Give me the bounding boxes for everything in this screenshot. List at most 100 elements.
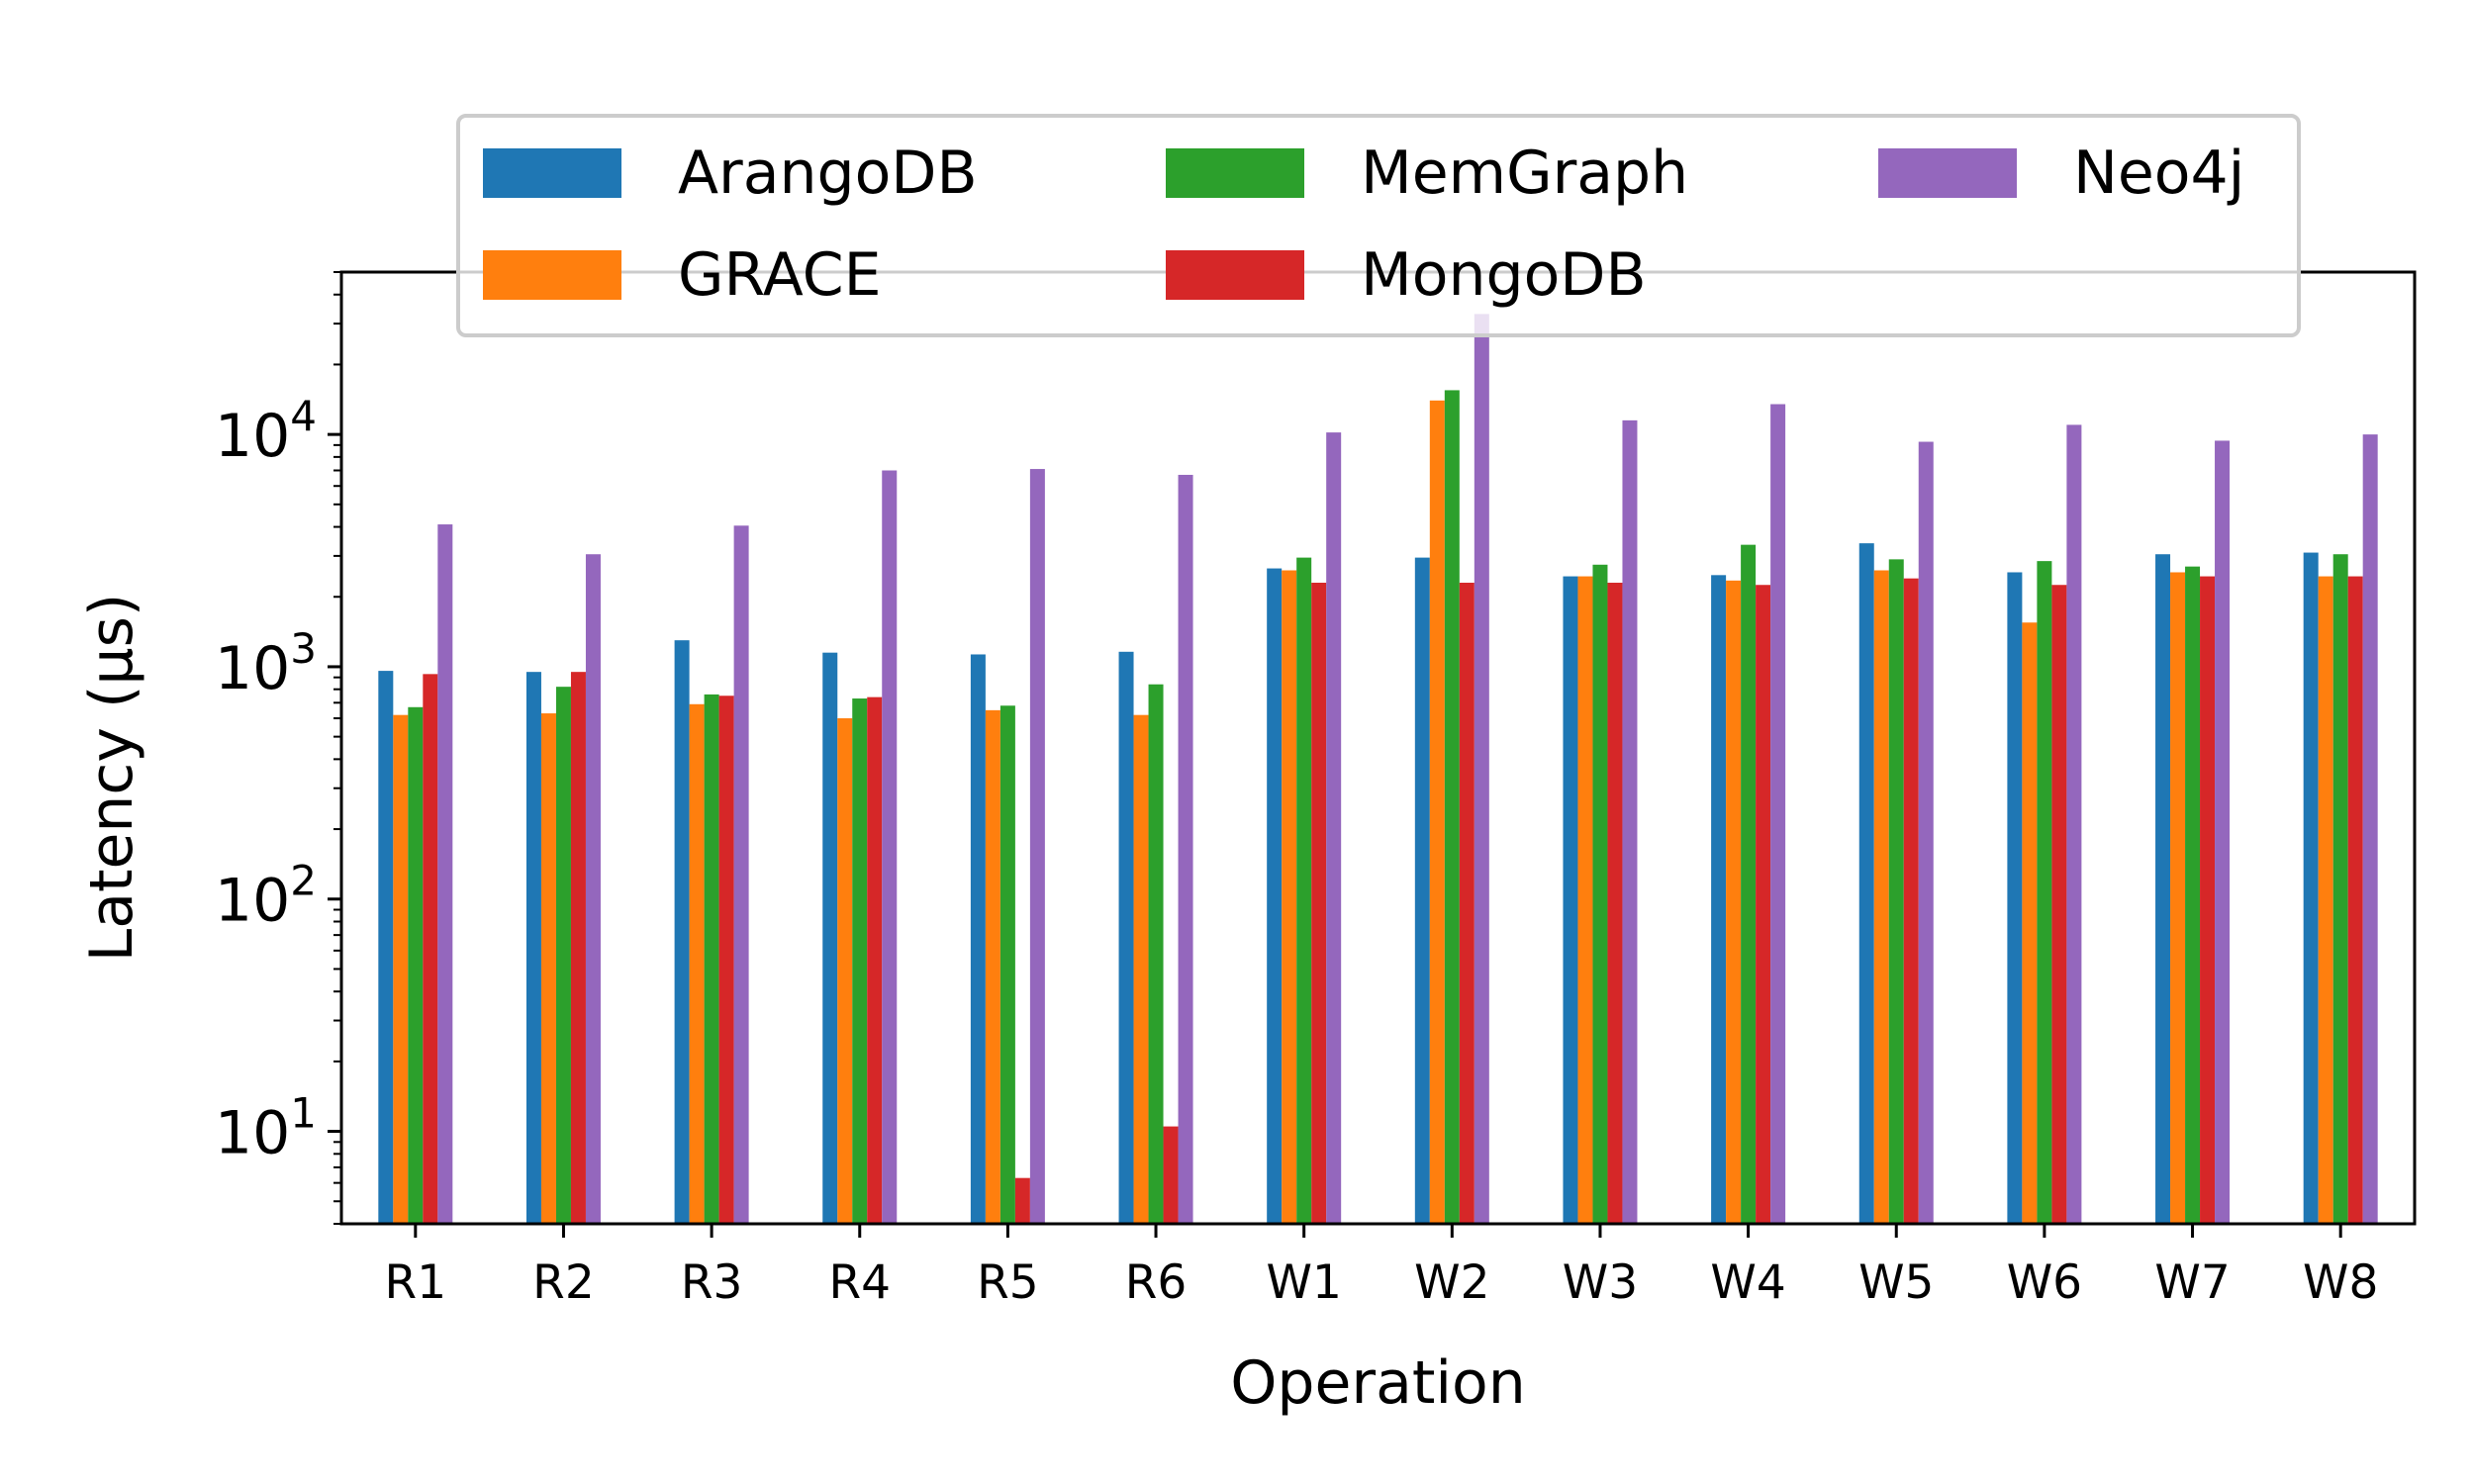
y-tick-label: 102 <box>215 857 317 936</box>
x-tick-label: R5 <box>977 1255 1039 1310</box>
bar-R4-GRACE <box>837 718 853 1224</box>
bar-W8-Neo4j <box>2362 434 2378 1224</box>
bar-W7-ArangoDB <box>2155 554 2171 1224</box>
bar-W8-MemGraph <box>2332 554 2348 1224</box>
bar-W4-Neo4j <box>1770 404 1786 1224</box>
bar-W1-GRACE <box>1282 570 1297 1224</box>
legend-swatch-MemGraph <box>1166 148 1304 198</box>
bar-R6-Neo4j <box>1178 474 1193 1225</box>
bar-W1-MemGraph <box>1296 557 1312 1224</box>
bar-W5-GRACE <box>1873 570 1889 1224</box>
bar-W6-Neo4j <box>2066 424 2082 1224</box>
legend-swatch-Neo4j <box>1878 148 2017 198</box>
bar-W6-ArangoDB <box>2007 572 2023 1224</box>
bar-R3-MemGraph <box>704 694 719 1224</box>
bar-W8-ArangoDB <box>2303 552 2319 1224</box>
x-tick-label: W6 <box>2007 1255 2082 1310</box>
y-tick-label: 103 <box>215 624 317 703</box>
bar-W4-ArangoDB <box>1711 575 1727 1224</box>
bar-R6-ArangoDB <box>1118 651 1134 1224</box>
x-tick-label: W1 <box>1266 1255 1341 1310</box>
bar-R6-MongoDB <box>1163 1126 1179 1224</box>
bar-R2-MongoDB <box>570 672 586 1224</box>
legend-swatch-GRACE <box>483 250 621 300</box>
x-tick-label: W8 <box>2303 1255 2378 1310</box>
bar-R5-MemGraph <box>999 705 1015 1224</box>
bar-R4-MongoDB <box>867 696 883 1224</box>
bar-W4-MongoDB <box>1756 585 1771 1224</box>
bar-W7-MemGraph <box>2185 566 2201 1224</box>
x-tick-label: W5 <box>1858 1255 1934 1310</box>
bar-R2-Neo4j <box>585 554 601 1224</box>
bar-R3-MongoDB <box>718 696 734 1224</box>
legend-label: GRACE <box>678 240 882 310</box>
bar-W2-GRACE <box>1429 400 1445 1224</box>
bar-W4-GRACE <box>1726 580 1742 1224</box>
bar-R3-GRACE <box>689 703 705 1224</box>
bar-R6-GRACE <box>1133 714 1149 1224</box>
bar-W1-ArangoDB <box>1267 568 1283 1224</box>
bar-W7-Neo4j <box>2215 440 2231 1224</box>
bar-R2-MemGraph <box>555 687 571 1224</box>
bar-W3-MongoDB <box>1607 583 1623 1224</box>
bar-W3-GRACE <box>1577 576 1593 1224</box>
bar-W5-MongoDB <box>1903 578 1919 1224</box>
bar-W5-MemGraph <box>1888 559 1904 1224</box>
x-tick-label: W2 <box>1414 1255 1489 1310</box>
x-axis: R1 R2 R3 R4 R5 R6 W1 W2 W3 W4 W5 W6 W7 W8 <box>385 1224 2378 1310</box>
bar-R5-ArangoDB <box>970 654 986 1224</box>
legend-label: Neo4j <box>2073 139 2244 208</box>
bar-R1-Neo4j <box>437 524 453 1224</box>
bar-R6-MemGraph <box>1148 684 1164 1224</box>
x-tick-label: W4 <box>1710 1255 1785 1310</box>
bar-R5-MongoDB <box>1014 1177 1030 1224</box>
bar-R2-ArangoDB <box>525 672 541 1224</box>
bar-W1-Neo4j <box>1326 432 1342 1224</box>
bar-R1-MongoDB <box>423 674 438 1224</box>
legend-label: MemGraph <box>1361 139 1688 208</box>
legend-label: MongoDB <box>1361 240 1647 310</box>
legend-swatch-ArangoDB <box>483 148 621 198</box>
bar-R5-Neo4j <box>1029 469 1045 1224</box>
bar-R4-Neo4j <box>882 470 898 1224</box>
bar-W6-MemGraph <box>2037 561 2052 1224</box>
y-tick-label: 104 <box>215 392 317 471</box>
bar-W1-MongoDB <box>1311 583 1327 1224</box>
bar-W3-MemGraph <box>1592 564 1608 1224</box>
bar-R5-GRACE <box>985 709 1000 1224</box>
bar-R2-GRACE <box>540 713 556 1224</box>
x-tick-label: R4 <box>828 1255 891 1310</box>
bar-R1-ArangoDB <box>378 671 394 1224</box>
bar-W7-GRACE <box>2170 572 2186 1224</box>
bar-W8-GRACE <box>2318 576 2333 1224</box>
x-tick-label: W7 <box>2154 1255 2230 1310</box>
bar-W8-MongoDB <box>2347 576 2363 1224</box>
bar-W6-GRACE <box>2022 622 2038 1224</box>
x-tick-label: R1 <box>385 1255 447 1310</box>
plot-frame <box>339 270 2417 1226</box>
x-tick-label: R3 <box>681 1255 743 1310</box>
bar-W2-MemGraph <box>1444 390 1460 1224</box>
y-axis: 101 102 103 104 <box>215 271 341 1225</box>
bar-W3-ArangoDB <box>1563 576 1578 1224</box>
legend-box <box>456 114 2301 337</box>
bar-R3-ArangoDB <box>674 640 690 1224</box>
bar-R3-Neo4j <box>733 525 749 1224</box>
bar-W7-MongoDB <box>2200 576 2216 1224</box>
bar-R1-MemGraph <box>408 706 424 1224</box>
x-tick-label: R6 <box>1125 1255 1188 1310</box>
legend-swatch-MongoDB <box>1166 250 1304 300</box>
bar-W5-ArangoDB <box>1858 543 1874 1224</box>
y-axis-label: Latency (µs) <box>77 594 146 962</box>
bar-W6-MongoDB <box>2051 585 2067 1224</box>
bar-W2-MongoDB <box>1459 583 1475 1224</box>
x-tick-label: R2 <box>532 1255 595 1310</box>
legend-label: ArangoDB <box>678 139 978 208</box>
x-tick-label: W3 <box>1563 1255 1638 1310</box>
bar-W4-MemGraph <box>1741 544 1757 1224</box>
x-axis-label: Operation <box>1230 1348 1526 1418</box>
bar-R4-MemGraph <box>852 698 868 1224</box>
bar-W2-ArangoDB <box>1414 557 1430 1224</box>
bar-R4-ArangoDB <box>822 652 838 1224</box>
